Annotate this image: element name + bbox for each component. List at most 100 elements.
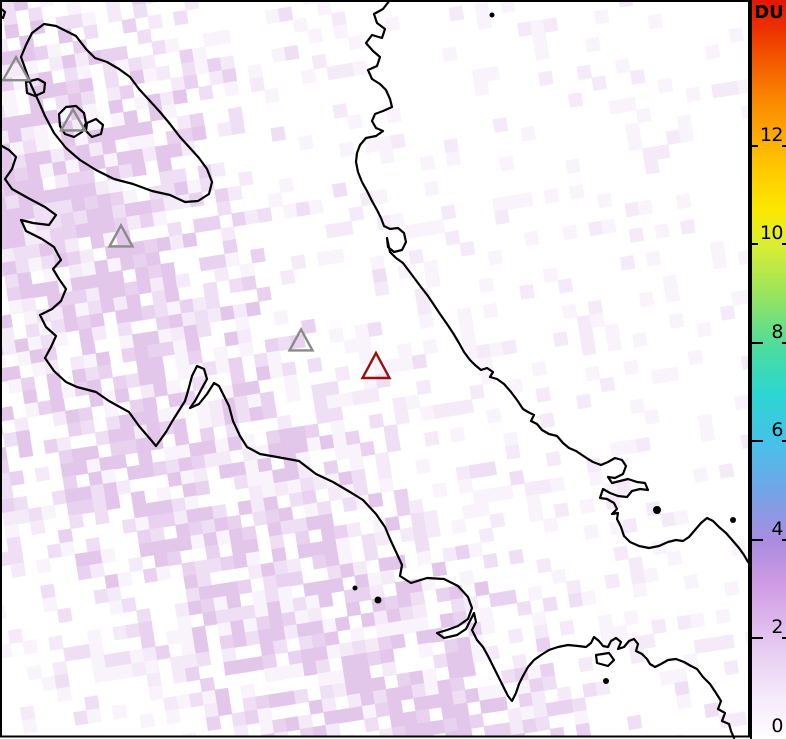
so2-pixel (443, 717, 459, 733)
so2-pixel (284, 466, 301, 482)
so2-pixel (321, 697, 337, 713)
so2-pixel (279, 269, 296, 285)
so2-pixel (285, 387, 301, 403)
so2-pixel (31, 282, 48, 298)
so2-pixel (320, 526, 337, 542)
so2-pixel (139, 133, 156, 150)
so2-pixel (220, 226, 236, 242)
so2-pixel (174, 351, 191, 368)
so2-pixel (396, 672, 412, 688)
so2-pixel (522, 718, 538, 734)
so2-pixel (205, 715, 222, 732)
so2-pixel (60, 212, 76, 228)
so2-pixel (250, 247, 266, 264)
so2-pixel (2, 497, 16, 514)
so2-pixel (46, 293, 63, 309)
so2-pixel (237, 499, 254, 516)
so2-pixel (77, 406, 94, 423)
so2-pixel (173, 9, 189, 26)
so2-pixel (131, 332, 148, 348)
so2-pixel (193, 638, 210, 655)
so2-pixel (245, 551, 262, 567)
so2-pixel (261, 403, 278, 420)
so2-pixel (179, 298, 195, 315)
so2-pixel (342, 667, 359, 684)
so2-pixel (144, 330, 161, 346)
so2-pixel (111, 454, 128, 470)
so2-pixel (8, 549, 24, 565)
so2-pixel (157, 328, 174, 344)
colorbar-tick-line (752, 440, 763, 442)
so2-pixel (604, 573, 621, 589)
so2-pixel (211, 253, 228, 270)
so2-pixel (696, 321, 712, 338)
so2-pixel (155, 644, 171, 661)
so2-pixel (458, 649, 475, 665)
so2-pixel (498, 155, 515, 172)
so2-pixel (131, 161, 147, 177)
so2-pixel (105, 415, 122, 432)
so2-pixel (264, 337, 280, 354)
so2-pixel (129, 148, 145, 165)
so2-pixel (247, 564, 264, 580)
so2-pixel (12, 245, 29, 262)
so2-pixel (385, 107, 402, 124)
so2-pixel (111, 704, 128, 720)
so2-pixel (468, 463, 485, 479)
so2-pixel (244, 209, 260, 225)
so2-pixel (296, 543, 313, 559)
so2-pixel (46, 372, 62, 388)
so2-pixel (76, 564, 93, 581)
so2-pixel (251, 589, 268, 606)
so2-pixel (40, 254, 57, 271)
so2-pixel (164, 537, 181, 554)
so2-pixel (89, 312, 105, 329)
so2-pixel (255, 615, 272, 632)
so2-pixel (183, 324, 199, 340)
so2-pixel (21, 297, 37, 313)
so2-pixel (85, 537, 101, 553)
so2-pixel (538, 70, 554, 87)
so2-pixel (215, 529, 232, 546)
so2-pixel (556, 686, 573, 702)
so2-pixel (20, 376, 37, 392)
so2-pixel (676, 693, 692, 710)
so2-pixel (2, 247, 16, 264)
so2-pixel (351, 639, 368, 656)
so2-pixel (27, 335, 43, 352)
so2-pixel (307, 607, 323, 623)
so2-pixel (144, 409, 160, 425)
so2-pixel (445, 651, 462, 667)
so2-pixel (153, 552, 170, 569)
so2-pixel (6, 207, 23, 223)
so2-pixel (2, 446, 8, 463)
so2-pixel (79, 169, 96, 186)
so2-pixel (2, 156, 15, 172)
islet (489, 12, 495, 18)
so2-pixel (114, 387, 130, 404)
so2-pixel (628, 227, 645, 243)
so2-pixel (442, 546, 458, 563)
so2-pixel (160, 512, 176, 528)
so2-pixel (167, 221, 183, 238)
so2-pixel (152, 460, 168, 477)
so2-pixel (289, 662, 306, 679)
so2-pixel (344, 430, 361, 446)
so2-pixel (432, 403, 449, 419)
so2-pixel (213, 345, 229, 362)
so2-pixel (46, 543, 63, 559)
so2-pixel (508, 549, 525, 565)
so2-pixel (14, 258, 31, 275)
so2-pixel (63, 66, 80, 83)
so2-pixel (2, 89, 17, 106)
so2-pixel (80, 90, 97, 106)
so2-pixel (302, 660, 318, 677)
so2-pixel (528, 677, 545, 694)
so2-pixel (7, 378, 24, 394)
so2-pixel (183, 574, 199, 590)
so2-pixel (531, 32, 548, 48)
so2-pixel (391, 725, 408, 736)
so2-pixel (638, 291, 655, 308)
so2-pixel (147, 514, 164, 530)
so2-pixel (389, 712, 406, 729)
